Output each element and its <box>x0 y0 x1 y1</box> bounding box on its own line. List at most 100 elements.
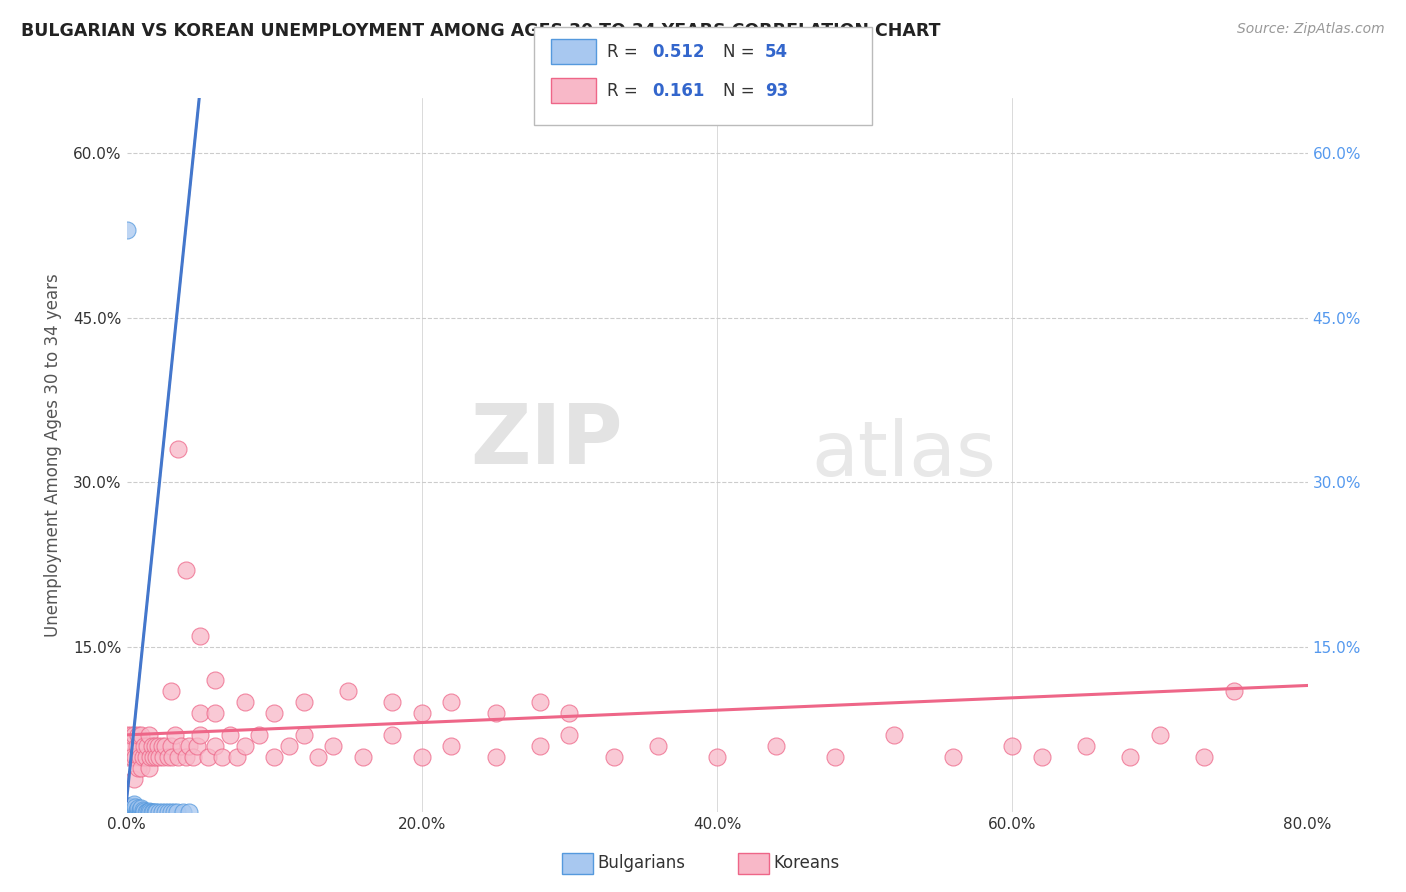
Point <box>484 749 508 764</box>
Point <box>124 805 146 819</box>
Text: 0.161: 0.161 <box>652 82 704 100</box>
Text: 54: 54 <box>765 43 787 61</box>
Point <box>122 797 145 811</box>
Point <box>942 749 965 764</box>
Point <box>156 805 179 819</box>
Point <box>138 804 160 818</box>
Point <box>529 695 551 709</box>
Text: Bulgarians: Bulgarians <box>598 855 686 872</box>
Point <box>121 800 143 814</box>
Point <box>153 739 176 753</box>
Point <box>174 563 197 577</box>
Text: atlas: atlas <box>811 418 997 491</box>
Point <box>135 805 157 819</box>
Point <box>125 803 148 817</box>
Point <box>122 799 145 814</box>
Point <box>278 739 301 753</box>
Point <box>138 728 160 742</box>
Point <box>153 805 176 819</box>
Point <box>120 805 142 819</box>
Point <box>129 804 153 818</box>
Point <box>558 706 581 720</box>
Point <box>308 749 330 764</box>
Point <box>263 706 285 720</box>
Point <box>115 799 138 814</box>
Point <box>128 805 150 819</box>
Point <box>142 749 165 764</box>
Point <box>188 728 212 742</box>
Point <box>1192 749 1215 764</box>
Text: R =: R = <box>607 43 638 61</box>
Point <box>204 739 226 753</box>
Point <box>233 739 256 753</box>
Point <box>115 728 138 742</box>
Point <box>125 805 148 819</box>
Point <box>145 805 167 819</box>
Point <box>1223 684 1246 698</box>
Point <box>1001 739 1024 753</box>
Point <box>138 761 160 775</box>
Point <box>292 695 315 709</box>
Point <box>226 749 249 764</box>
Point <box>136 805 159 819</box>
Point <box>186 739 208 753</box>
Point <box>824 749 846 764</box>
Point <box>118 805 141 819</box>
Point <box>124 800 146 814</box>
Point <box>132 749 155 764</box>
Point <box>381 728 404 742</box>
Point <box>150 739 173 753</box>
Point <box>292 728 315 742</box>
Text: 0.512: 0.512 <box>652 43 704 61</box>
Point <box>162 749 184 764</box>
Point <box>484 706 508 720</box>
Point <box>440 739 463 753</box>
Point <box>120 728 142 742</box>
Point <box>883 728 905 742</box>
Point <box>117 801 139 815</box>
Point <box>440 695 463 709</box>
Point <box>167 749 190 764</box>
Point <box>121 803 143 817</box>
Point <box>529 739 551 753</box>
Point <box>172 805 194 819</box>
Point <box>118 803 141 817</box>
Point <box>124 803 146 817</box>
Point <box>148 749 170 764</box>
Point <box>129 801 153 815</box>
Point <box>188 706 212 720</box>
Text: Koreans: Koreans <box>773 855 839 872</box>
Point <box>127 805 149 819</box>
Point <box>148 805 170 819</box>
Point <box>204 673 226 687</box>
Point <box>1149 728 1171 742</box>
Point <box>181 749 204 764</box>
Point <box>129 728 153 742</box>
Point <box>160 684 183 698</box>
Text: ZIP: ZIP <box>470 401 623 481</box>
Point <box>118 739 141 753</box>
Point <box>197 749 219 764</box>
Point <box>118 799 141 814</box>
Point <box>411 706 433 720</box>
Point <box>115 803 138 817</box>
Point <box>120 803 142 817</box>
Point <box>160 739 183 753</box>
Point <box>134 804 156 818</box>
Point <box>322 739 344 753</box>
Point <box>233 695 256 709</box>
Point <box>136 739 159 753</box>
Point <box>134 739 156 753</box>
Point <box>143 739 166 753</box>
Point <box>160 805 183 819</box>
Point <box>117 805 139 819</box>
Point <box>138 805 160 819</box>
Point <box>1119 749 1142 764</box>
Point <box>337 684 360 698</box>
Point <box>249 728 271 742</box>
Point <box>142 805 165 819</box>
Point <box>121 805 143 819</box>
Point <box>1031 749 1053 764</box>
Point <box>127 801 149 815</box>
Text: R =: R = <box>607 82 638 100</box>
